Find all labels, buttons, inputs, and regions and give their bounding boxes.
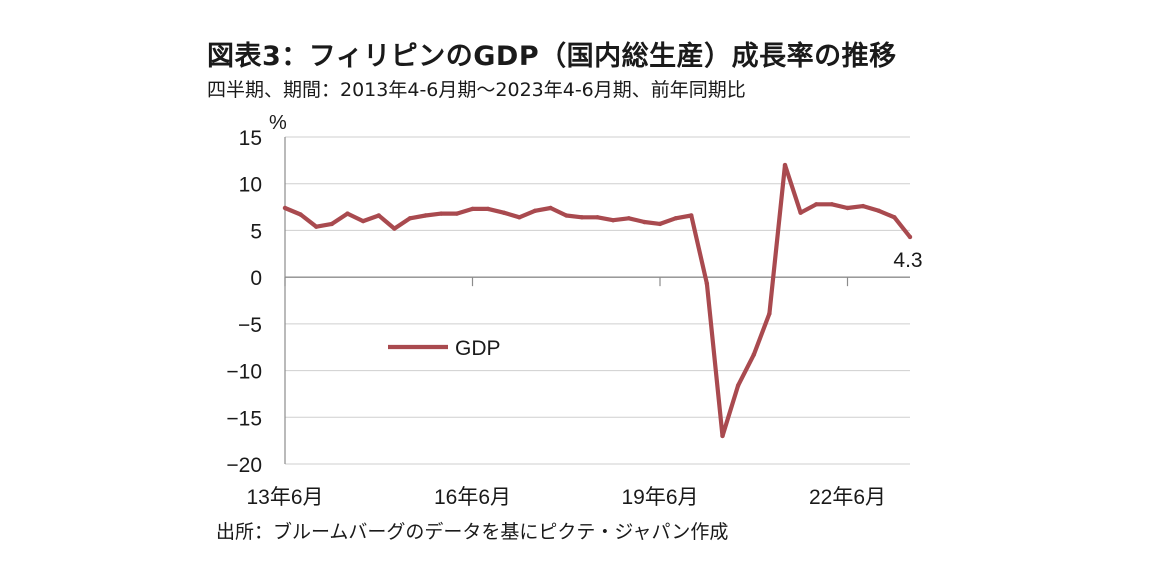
chart-title: 図表3：フィリピンのGDP（国内総生産）成長率の推移	[207, 41, 897, 72]
data-point	[767, 311, 772, 316]
data-point	[360, 218, 366, 224]
x-tick-label: 13年6月	[246, 486, 323, 509]
data-point	[876, 208, 881, 214]
data-point	[470, 206, 475, 212]
data-point	[548, 205, 553, 211]
data-point	[704, 281, 710, 286]
grid-lines	[285, 136, 910, 465]
y-tick-label: −5	[238, 314, 262, 337]
data-point	[782, 162, 788, 168]
x-tick-label: 22年6月	[809, 486, 886, 509]
data-point	[501, 210, 506, 215]
y-tick-label: −10	[226, 361, 262, 384]
source-note: 出所：ブルームバーグのデータを基にピクテ・ジャパン作成	[216, 521, 729, 543]
data-point	[735, 383, 741, 388]
data-point	[564, 213, 569, 218]
data-point	[829, 202, 835, 207]
data-point	[595, 215, 600, 220]
y-tick-label: 10	[239, 174, 262, 197]
data-point	[892, 215, 897, 220]
data-point	[626, 216, 631, 221]
data-point	[532, 208, 538, 214]
data-point	[329, 221, 335, 227]
data-point	[814, 202, 819, 207]
data-point	[907, 234, 913, 240]
data-point	[407, 216, 413, 221]
data-point	[376, 213, 381, 218]
data-point	[454, 211, 460, 216]
data-point	[689, 213, 694, 218]
data-point	[642, 219, 647, 225]
data-point	[423, 213, 428, 218]
data-point	[579, 215, 585, 220]
y-axis: 15 10 5 0 −5 −10 −15 −20	[226, 127, 286, 477]
data-point	[517, 215, 522, 220]
y-tick-label: −20	[226, 454, 262, 477]
data-point	[282, 205, 288, 211]
data-point	[485, 206, 491, 212]
series-layer	[282, 162, 913, 439]
y-tick-label: 15	[239, 127, 262, 150]
x-axis: 13年6月 16年6月 19年6月 22年6月	[246, 277, 886, 509]
chart-subtitle: 四半期、期間：2013年4-6月期～2023年4-6月期、前年同期比	[207, 79, 746, 101]
data-point	[798, 210, 803, 215]
x-tick-label: 16年6月	[434, 486, 511, 509]
data-point	[610, 217, 616, 223]
data-point	[314, 224, 319, 229]
legend-label-gdp: GDP	[455, 337, 501, 360]
data-point	[720, 433, 725, 439]
y-axis-unit-label: %	[269, 112, 287, 134]
y-tick-label: −15	[226, 407, 262, 430]
x-tick-label: 19年6月	[621, 486, 698, 509]
data-point	[298, 212, 303, 217]
data-point	[392, 226, 397, 231]
legend: GDP	[388, 337, 501, 360]
data-point	[673, 216, 678, 221]
annotation-layer: 4.3	[893, 249, 922, 272]
data-point	[345, 211, 350, 216]
last-value-label: 4.3	[893, 249, 922, 272]
data-point	[439, 211, 444, 216]
data-point	[860, 203, 866, 209]
data-point	[657, 221, 663, 227]
data-point	[845, 205, 850, 211]
data-point	[751, 352, 756, 357]
y-tick-label: 5	[250, 220, 262, 243]
y-tick-label: 0	[250, 267, 262, 290]
